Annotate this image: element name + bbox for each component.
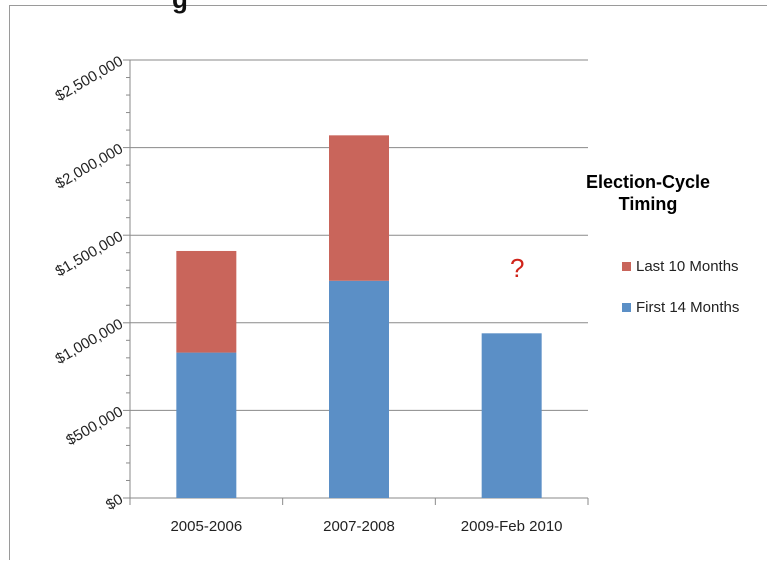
x-tick-label: 2007-2008 <box>323 518 395 535</box>
y-tick-label: $1,500,000 <box>52 228 126 280</box>
legend-label: Last 10 Months <box>636 258 739 275</box>
y-tick-label: $0 <box>103 491 126 514</box>
bar-first-14-months <box>176 352 237 498</box>
y-tick-label: $2,000,000 <box>52 140 126 192</box>
bar-first-14-months <box>481 333 542 498</box>
bar-first-14-months <box>329 280 389 498</box>
y-tick-label: $1,000,000 <box>52 316 126 368</box>
legend-item-last-10-months: Last 10 Months <box>622 258 739 275</box>
x-tick-label: 2005-2006 <box>170 518 242 535</box>
y-tick-label: $500,000 <box>63 403 126 449</box>
legend-swatch-first-14-months <box>622 303 631 312</box>
chart-frame <box>9 5 767 560</box>
bars <box>176 135 542 498</box>
question-mark-annotation: ? <box>510 253 525 283</box>
legend-label: First 14 Months <box>636 299 740 316</box>
bar-last-10-months <box>176 250 237 353</box>
x-tick-label: 2009-Feb 2010 <box>461 518 563 535</box>
x-tick-labels: 2005-2006 2007-2008 2009-Feb 2010 <box>170 518 562 535</box>
y-tick-label: $2,500,000 <box>52 53 126 105</box>
legend-swatch-last-10-months <box>622 262 631 271</box>
bar-last-10-months <box>329 135 389 281</box>
legend-item-first-14-months: First 14 Months <box>622 299 739 316</box>
y-tick-labels: $0 $500,000 $1,000,000 $1,500,000 $2,000,000… <box>52 53 126 514</box>
legend-title: Election-Cycle Timing <box>585 172 711 214</box>
chart-title-fragment: g <box>172 0 188 12</box>
